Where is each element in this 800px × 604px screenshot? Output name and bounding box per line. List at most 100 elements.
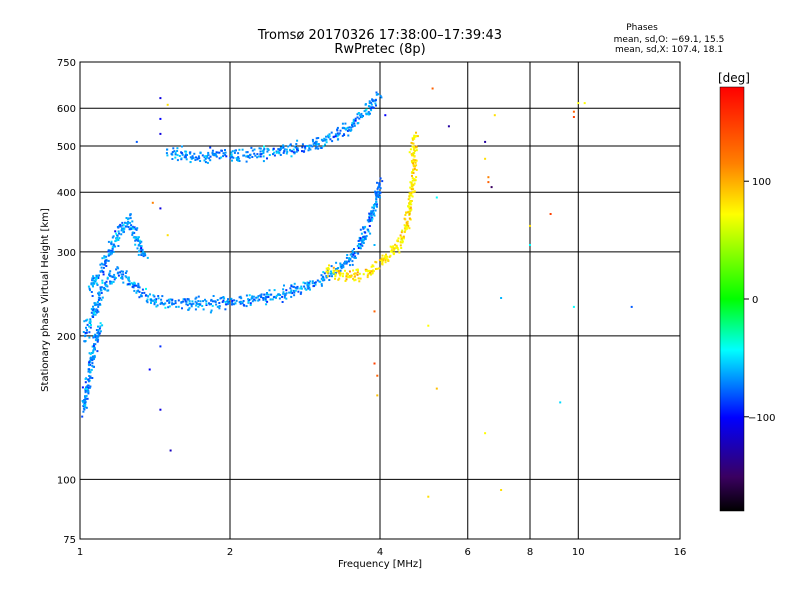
o-mode-echo: [253, 298, 256, 301]
o-mode-echo: [117, 271, 120, 274]
o-mode-echo: [353, 122, 356, 125]
o-mode-echo: [266, 157, 268, 160]
o-mode-echo: [316, 143, 319, 146]
o-mode-echo: [192, 156, 195, 159]
o-mode-echo: [277, 148, 280, 151]
o-mode-echo: [104, 259, 107, 262]
x-mode-echo: [381, 254, 384, 257]
o-mode-echo: [89, 356, 92, 359]
o-mode-echo: [114, 230, 117, 233]
o-mode-echo: [368, 212, 371, 215]
o-mode-echo: [194, 300, 197, 303]
outlier-echo: [493, 114, 496, 117]
o-mode-echo: [328, 135, 331, 138]
o-mode-echo: [96, 340, 99, 343]
o-mode-echo: [113, 278, 116, 281]
o-mode-echo: [278, 297, 281, 300]
o-mode-echo: [246, 151, 249, 154]
o-mode-echo: [325, 141, 328, 144]
x-mode-echo: [409, 148, 412, 151]
o-mode-echo: [204, 157, 207, 160]
o-mode-echo: [210, 303, 212, 306]
o-mode-echo: [135, 236, 138, 239]
o-mode-echo: [239, 302, 242, 305]
x-tick-label: 1: [77, 547, 83, 558]
o-mode-echo: [348, 257, 351, 259]
o-mode-echo: [109, 274, 111, 277]
o-mode-echo: [218, 307, 221, 310]
o-mode-echo: [210, 309, 213, 312]
o-mode-echo: [83, 401, 86, 404]
o-mode-echo: [232, 156, 235, 159]
o-mode-echo: [136, 290, 139, 293]
o-mode-echo: [88, 386, 91, 389]
o-mode-echo: [245, 151, 248, 154]
o-mode-echo: [335, 261, 338, 264]
x-mode-echo: [328, 264, 330, 267]
o-mode-echo: [101, 279, 104, 282]
x-mode-echo: [369, 271, 371, 274]
o-mode-echo: [341, 134, 344, 137]
x-mode-echo: [376, 267, 379, 270]
o-mode-echo: [146, 294, 149, 297]
o-mode-echo: [142, 255, 145, 258]
x-mode-echo: [359, 277, 362, 280]
o-mode-echo: [184, 155, 187, 158]
o-mode-echo: [247, 301, 250, 304]
o-mode-echo: [91, 362, 94, 365]
o-mode-echo: [357, 247, 360, 249]
o-mode-echo: [269, 298, 272, 301]
o-mode-echo: [232, 303, 235, 306]
o-mode-echo: [107, 254, 110, 257]
o-mode-echo: [142, 250, 145, 253]
o-mode-echo: [85, 406, 88, 409]
o-mode-echo: [88, 359, 91, 362]
o-mode-echo: [142, 252, 145, 255]
o-mode-echo: [117, 274, 120, 277]
o-mode-echo: [121, 277, 124, 280]
o-mode-echo: [109, 280, 111, 283]
o-mode-echo: [367, 230, 370, 233]
o-mode-echo: [93, 347, 96, 349]
o-mode-echo: [117, 267, 120, 270]
o-mode-echo: [306, 145, 308, 147]
o-mode-echo: [141, 292, 144, 294]
o-mode-echo: [368, 100, 371, 103]
o-mode-echo: [171, 302, 174, 305]
o-mode-echo: [370, 212, 373, 215]
o-mode-echo: [267, 148, 270, 151]
o-mode-echo: [133, 281, 136, 284]
o-mode-echo: [320, 147, 323, 149]
o-mode-echo: [292, 285, 295, 288]
o-mode-echo: [110, 252, 113, 255]
o-mode-echo: [110, 282, 113, 285]
o-mode-echo: [294, 289, 297, 292]
o-mode-echo: [152, 294, 155, 297]
o-mode-echo: [84, 404, 87, 407]
o-mode-echo: [251, 300, 254, 303]
x-mode-echo: [406, 222, 409, 225]
o-mode-echo: [135, 228, 138, 231]
o-mode-echo: [311, 280, 314, 283]
o-mode-echo: [224, 301, 227, 303]
o-mode-echo: [264, 299, 267, 302]
o-mode-echo: [238, 148, 241, 151]
o-mode-echo: [189, 302, 192, 305]
o-mode-echo: [234, 302, 237, 305]
o-mode-echo: [344, 261, 347, 264]
o-mode-echo: [379, 94, 382, 97]
o-mode-echo: [202, 308, 205, 311]
o-mode-echo: [201, 154, 204, 157]
x-mode-echo: [411, 145, 414, 148]
o-mode-echo: [329, 272, 332, 275]
o-mode-echo: [293, 294, 296, 297]
o-mode-echo: [216, 151, 219, 154]
o-mode-echo: [133, 231, 136, 234]
x-mode-echo: [345, 275, 348, 278]
o-mode-echo: [93, 355, 96, 358]
o-mode-echo: [303, 285, 306, 288]
o-mode-echo: [171, 303, 174, 306]
o-mode-echo: [199, 303, 202, 306]
o-mode-echo: [92, 275, 95, 278]
o-mode-echo: [262, 298, 265, 301]
